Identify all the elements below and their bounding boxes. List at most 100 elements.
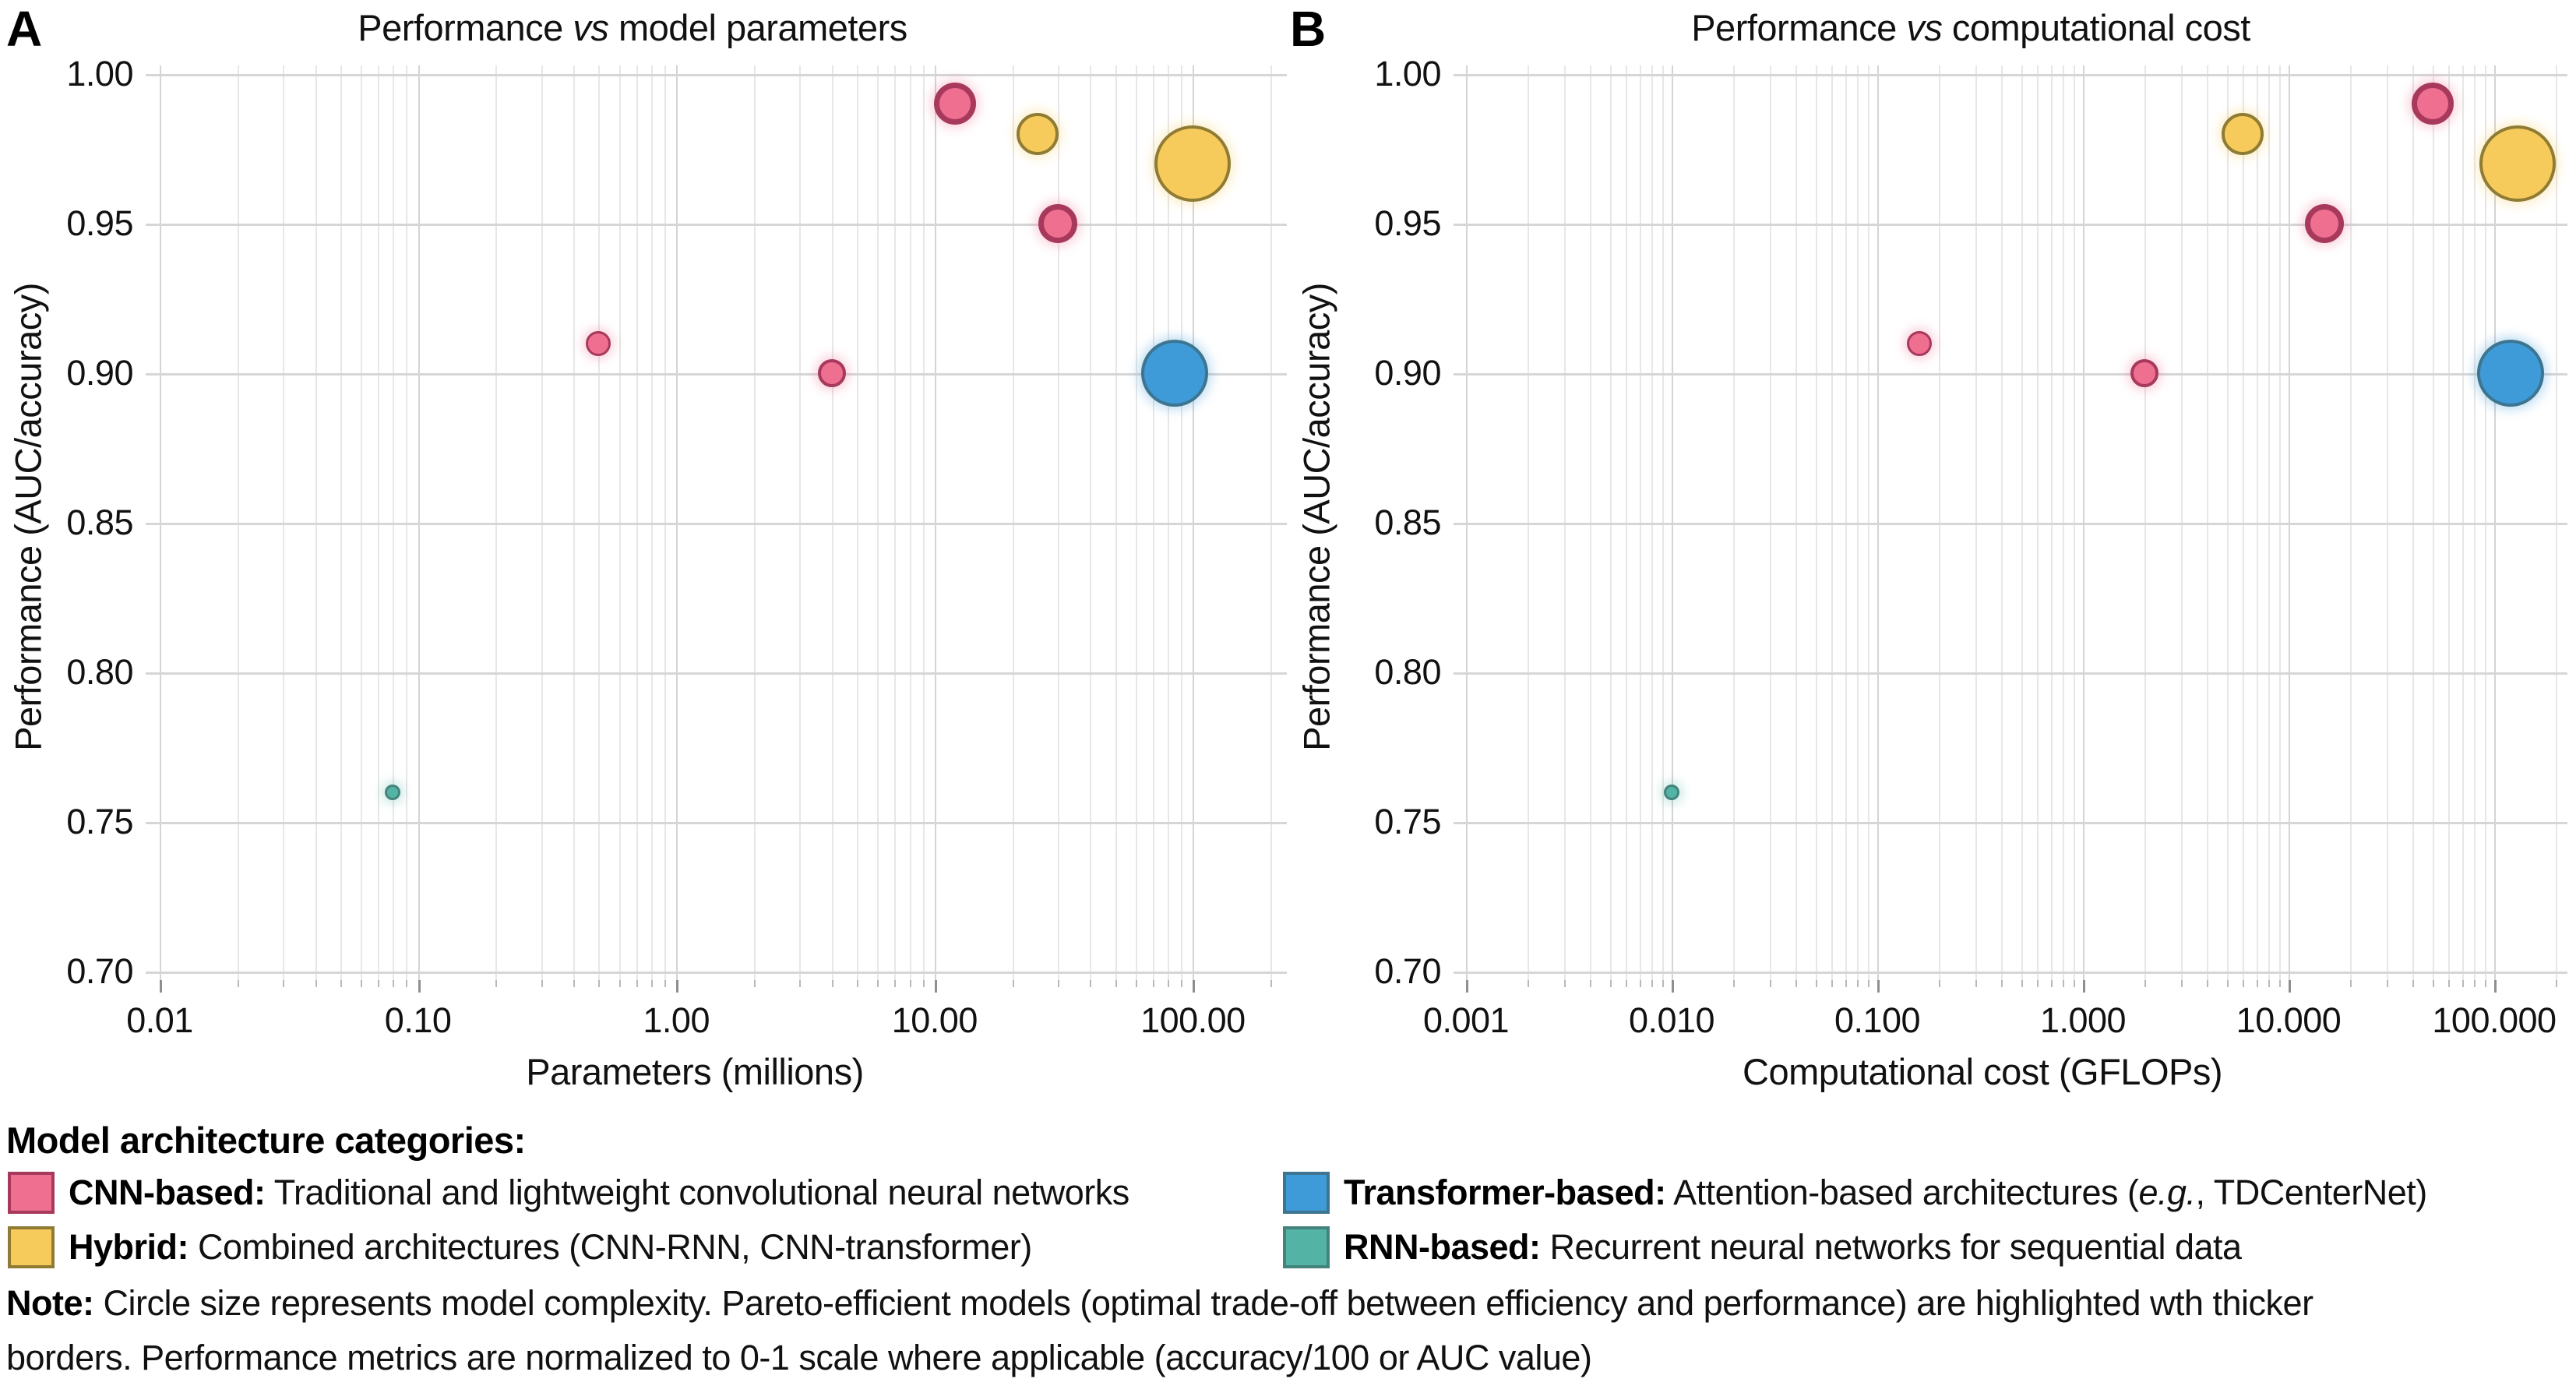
panel-a-x-tick-mark xyxy=(573,980,576,987)
panel-a-x-tick-mark xyxy=(495,980,498,987)
panel-a-x-tick-mark xyxy=(418,980,421,993)
bubble-cnn xyxy=(2130,359,2159,387)
panel-b-x-tick-mark xyxy=(2268,980,2271,987)
bubble-cnn xyxy=(817,359,846,387)
bubble-cnn xyxy=(934,83,977,125)
panel-b-x-tick-mark xyxy=(2448,980,2451,987)
panel-a-y-tick-label: 0.70 xyxy=(66,951,133,991)
legend-item-transformer-desc-italic: e.g. xyxy=(2138,1173,2196,1212)
panel-a-x-tick-mark xyxy=(877,980,879,987)
panel-a-gridline-horizontal xyxy=(146,224,1287,226)
panel-a-x-tick-mark xyxy=(541,980,543,987)
panel-b-gridline-horizontal xyxy=(1454,822,2567,824)
bubble-cnn xyxy=(2305,204,2345,243)
panel-a-x-tick-mark xyxy=(1153,980,1155,987)
bubble-hybrid xyxy=(1016,112,1059,155)
panel-a-y-tick-label: 0.90 xyxy=(66,353,133,393)
panel-b-x-tick-mark xyxy=(2021,980,2023,987)
panel-a-title: Performance vs model parameters xyxy=(146,6,1119,49)
panel-a-y-tick-label: 1.00 xyxy=(66,54,133,93)
panel-b-x-tick-mark xyxy=(1733,980,1736,987)
legend-item-cnn-desc: Traditional and lightweight convolutiona… xyxy=(265,1173,1130,1212)
legend-item-cnn-label: CNN-based: xyxy=(69,1173,266,1212)
legend-item-cnn-text: CNN-based: Traditional and lightweight c… xyxy=(69,1173,1129,1213)
legend-item-transformer-label: Transformer-based: xyxy=(1344,1173,1666,1212)
bubble-cnn xyxy=(1038,204,1077,243)
panel-a-x-tick-label: 0.10 xyxy=(384,1000,452,1040)
legend-item-hybrid-text: Hybrid: Combined architectures (CNN-RNN,… xyxy=(69,1227,1032,1268)
panel-b-gridline-horizontal xyxy=(1454,373,2567,376)
panel-b-title-pre: Performance xyxy=(1691,7,1907,48)
panel-b-x-tick-mark xyxy=(2474,980,2476,987)
panel-b-x-tick-mark xyxy=(1589,980,1591,987)
panel-a-x-tick-mark xyxy=(1181,980,1183,987)
panel-b-letter: B xyxy=(1290,1,1326,57)
panel-a-x-tick-mark xyxy=(636,980,638,987)
panel-b-x-tick-mark xyxy=(1563,980,1566,987)
panel-b-x-tick-mark xyxy=(2000,980,2003,987)
panel-b-y-tick-label: 0.80 xyxy=(1374,652,1441,692)
panel-a-plot-area xyxy=(146,65,1287,980)
panel-b-gridline-horizontal xyxy=(1454,672,2567,675)
panel-b-x-tick-mark xyxy=(1528,980,1530,987)
panel-b-x-tick-mark xyxy=(2226,980,2229,987)
panel-b-x-tick-mark xyxy=(1672,980,1674,993)
panel-a-x-tick-mark xyxy=(315,980,317,987)
legend-item-cnn: CNN-based: Traditional and lightweight c… xyxy=(8,1170,1129,1215)
panel-b-x-tick-mark xyxy=(2257,980,2259,987)
panel-a-letter: A xyxy=(6,1,42,57)
legend-item-hybrid-desc: Combined architectures (CNN-RNN, CNN-tra… xyxy=(189,1227,1032,1267)
panel-a-x-tick-mark xyxy=(1012,980,1014,987)
bubble-cnn xyxy=(586,330,611,356)
bubble-transformer xyxy=(2476,340,2544,407)
bubble-transformer xyxy=(1140,340,1208,407)
panel-b-x-tick-mark xyxy=(1626,980,1628,987)
legend-item-hybrid: Hybrid: Combined architectures (CNN-RNN,… xyxy=(8,1225,1032,1270)
legend-item-rnn-text: RNN-based: Recurrent neural networks for… xyxy=(1344,1227,2242,1268)
panel-b-x-tick-mark xyxy=(1815,980,1817,987)
panel-a-y-tick-label: 0.80 xyxy=(66,652,133,692)
panel-b-plot-area xyxy=(1454,65,2567,980)
panel-b-x-tick-label: 1.000 xyxy=(2039,1000,2127,1040)
panel-b-x-tick-mark xyxy=(2462,980,2465,987)
panel-b-x-tick-label: 100.000 xyxy=(2432,1000,2557,1040)
panel-a-gridline-horizontal xyxy=(146,972,1287,974)
panel-a-x-tick-mark xyxy=(393,980,395,987)
panel-b-x-tick-mark xyxy=(1662,980,1664,987)
panel-a-gridline-horizontal xyxy=(146,523,1287,525)
bubble-cnn xyxy=(2411,83,2454,125)
panel-a-x-tick-label: 1.00 xyxy=(643,1000,710,1040)
legend-item-transformer-desc-post: , TDCenterNet) xyxy=(2195,1173,2428,1212)
panel-b-title: Performance vs computational cost xyxy=(1480,6,2461,49)
panel-a-x-tick-mark xyxy=(799,980,802,987)
legend-item-transformer-desc-pre: Attention-based architectures ( xyxy=(1665,1173,2139,1212)
panel-a-x-tick-mark xyxy=(664,980,667,987)
panel-b-y-tick-label: 0.95 xyxy=(1374,203,1441,243)
panel-a-x-tick-mark xyxy=(1058,980,1059,987)
panel-b-x-tick-mark xyxy=(2484,980,2486,987)
panel-a-x-tick-mark xyxy=(237,980,239,987)
panel-b-x-tick-label: 0.100 xyxy=(1834,1000,1921,1040)
panel-b-x-tick-mark xyxy=(2432,980,2434,987)
panel-a-x-tick-mark xyxy=(676,980,679,993)
panel-a-x-tick-mark xyxy=(1115,980,1117,987)
panel-a-x-tick-mark xyxy=(340,980,342,987)
panel-a-title-post: model parameters xyxy=(608,7,907,48)
panel-b-gridline-horizontal xyxy=(1454,972,2567,974)
figure-note-line1: Note: Circle size represents model compl… xyxy=(6,1283,2313,1323)
panel-b-x-tick-mark xyxy=(2206,980,2208,987)
panel-a-x-tick-mark xyxy=(922,980,925,987)
panel-b-xlabel: Computational cost (GFLOPs) xyxy=(1743,1051,2223,1092)
panel-a-y-tick-label: 0.95 xyxy=(66,203,133,243)
bubble-hybrid xyxy=(1154,125,1232,203)
panel-b-title-post: computational cost xyxy=(1942,7,2250,48)
cnn-swatch-icon xyxy=(8,1172,55,1214)
panel-b-x-tick-mark xyxy=(1795,980,1797,987)
panel-a-gridline-horizontal xyxy=(146,74,1287,76)
panel-a-x-tick-mark xyxy=(831,980,833,987)
panel-b-x-tick-mark xyxy=(1939,980,1941,987)
panel-a-x-tick-label: 100.00 xyxy=(1140,1000,1246,1040)
legend-item-rnn: RNN-based: Recurrent neural networks for… xyxy=(1283,1225,2242,1270)
panel-a-gridline-horizontal xyxy=(146,672,1287,675)
panel-b-gridline-horizontal xyxy=(1454,523,2567,525)
